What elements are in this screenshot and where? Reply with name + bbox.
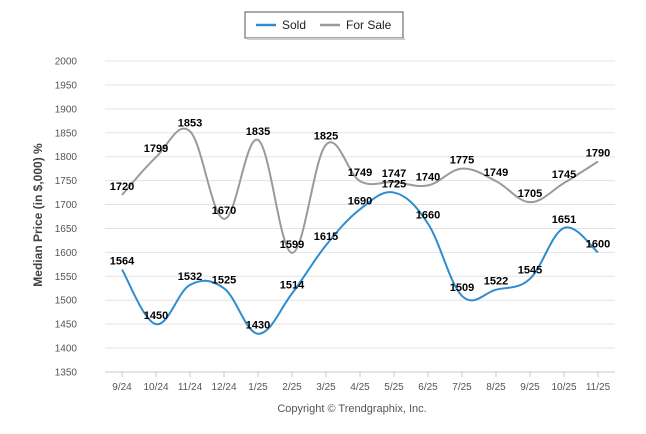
y-tick-label: 1600 — [55, 248, 78, 259]
for-sale-series-line — [121, 127, 599, 254]
x-tick-label: 9/25 — [520, 382, 540, 393]
x-tick-label: 12/24 — [211, 382, 236, 393]
sold-data-label: 1600 — [586, 238, 610, 250]
x-tick-label: 9/24 — [112, 382, 132, 393]
for-sale-data-label: 1745 — [552, 169, 576, 181]
for-sale-data-label: 1749 — [484, 167, 508, 179]
x-tick-label: 7/25 — [452, 382, 472, 393]
for-sale-data-label: 1775 — [450, 155, 474, 167]
y-tick-label: 1550 — [55, 272, 78, 283]
sold-data-label: 1430 — [246, 320, 270, 332]
for-sale-data-label: 1705 — [518, 188, 542, 200]
for-sale-data-label: 1825 — [314, 131, 338, 143]
for-sale-data-label: 1835 — [246, 126, 270, 138]
x-tick-label: 4/25 — [350, 382, 370, 393]
for-sale-data-label: 1599 — [280, 239, 304, 251]
y-tick-label: 1900 — [55, 104, 78, 115]
x-tick-label: 6/25 — [418, 382, 438, 393]
sold-data-label: 1514 — [280, 280, 305, 292]
sold-data-label: 1522 — [484, 276, 508, 288]
x-tick-label: 10/24 — [143, 382, 168, 393]
legend-shadow — [247, 38, 405, 40]
sold-data-label: 1690 — [348, 195, 372, 207]
for-sale-data-label: 1720 — [110, 181, 134, 193]
x-tick-label: 8/25 — [486, 382, 506, 393]
y-tick-label: 1950 — [55, 80, 78, 91]
y-tick-label: 1350 — [55, 368, 78, 379]
sold-data-label: 1564 — [110, 256, 135, 268]
x-tick-label: 5/25 — [384, 382, 404, 393]
y-axis-label: Median Price (in $,000) % — [31, 143, 45, 287]
y-tick-label: 1750 — [55, 176, 78, 187]
x-axis-ticks: 9/24 10/24 11/24 12/24 1/25 2/25 3/25 4/25 5/25 6… — [105, 371, 615, 393]
for-sale-data-label: 1740 — [416, 171, 440, 183]
sold-data-label: 1615 — [314, 231, 338, 243]
data-labels: 1564 1450 1532 1525 1430 1514 1615 1690 1725 1660… — [110, 117, 610, 331]
x-tick-label: 10/25 — [551, 382, 576, 393]
sold-data-label: 1532 — [178, 271, 202, 283]
sold-data-label: 1725 — [382, 179, 406, 191]
copyright-credit: Copyright © Trendgraphix, Inc. — [277, 403, 426, 415]
x-tick-label: 1/25 — [248, 382, 268, 393]
y-tick-label: 1800 — [55, 152, 78, 163]
for-sale-data-label: 1670 — [212, 205, 236, 217]
legend-sold-label: Sold — [282, 18, 306, 32]
x-tick-label: 3/25 — [316, 382, 336, 393]
x-tick-label: 11/25 — [586, 382, 611, 393]
x-tick-label: 2/25 — [282, 382, 302, 393]
for-sale-data-label: 1747 — [382, 168, 406, 180]
y-axis-ticks: 1350 1400 1450 1500 1550 1600 1650 1700 1750 1800… — [55, 57, 78, 379]
for-sale-data-label: 1749 — [348, 167, 372, 179]
sold-data-label: 1450 — [144, 310, 168, 322]
x-tick-label: 11/24 — [178, 382, 203, 393]
y-tick-label: 2000 — [55, 57, 78, 68]
legend-for-sale-label: For Sale — [346, 18, 392, 32]
y-tick-label: 1850 — [55, 128, 78, 139]
sold-data-label: 1509 — [450, 282, 474, 294]
y-tick-label: 1500 — [55, 296, 78, 307]
sold-data-label: 1545 — [518, 265, 542, 277]
sold-data-label: 1660 — [416, 210, 440, 222]
y-tick-label: 1700 — [55, 200, 78, 211]
gridlines — [105, 60, 615, 373]
for-sale-data-label: 1853 — [178, 117, 202, 129]
y-tick-label: 1400 — [55, 344, 78, 355]
for-sale-data-label: 1799 — [144, 143, 168, 155]
y-tick-label: 1650 — [55, 224, 78, 235]
legend: Sold For Sale — [244, 11, 405, 40]
for-sale-data-label: 1790 — [586, 147, 610, 159]
sold-series-line — [121, 191, 599, 335]
y-tick-label: 1450 — [55, 320, 78, 331]
series-lines — [121, 127, 599, 335]
sold-data-label: 1651 — [552, 214, 576, 226]
sold-data-label: 1525 — [212, 274, 236, 286]
